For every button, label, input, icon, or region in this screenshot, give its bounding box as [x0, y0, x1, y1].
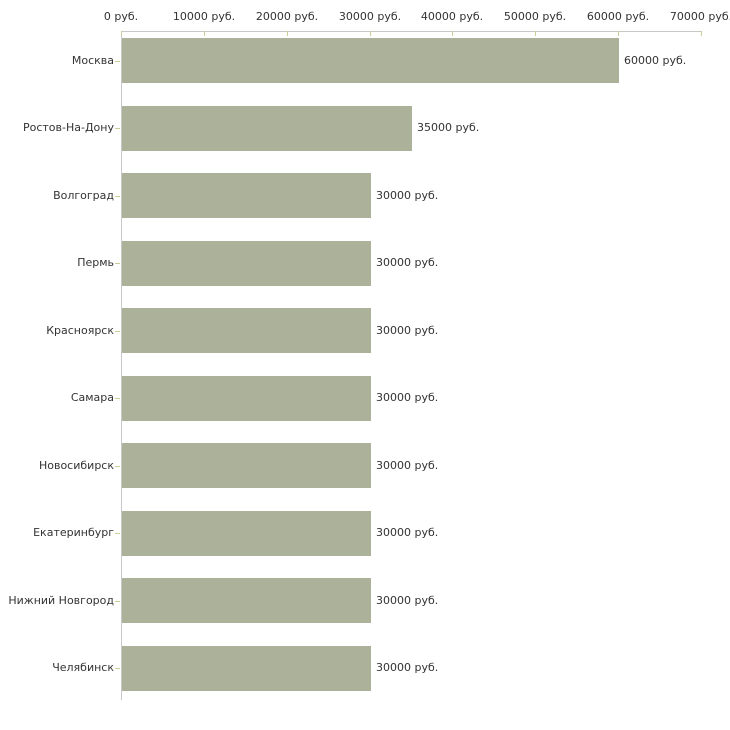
category-tick	[115, 466, 120, 467]
value-label: 35000 руб.	[417, 121, 480, 134]
bar	[122, 241, 371, 286]
bar	[122, 38, 619, 83]
category-tick	[115, 196, 120, 197]
x-axis-tick	[287, 31, 288, 36]
value-label: 30000 руб.	[376, 256, 439, 269]
bar	[122, 646, 371, 691]
bar	[122, 173, 371, 218]
category-tick	[115, 331, 120, 332]
x-axis-tick-label: 10000 руб.	[172, 10, 236, 23]
bar	[122, 578, 371, 623]
category-label: Москва	[71, 54, 114, 67]
value-label: 30000 руб.	[376, 459, 439, 472]
category-label: Пермь	[77, 256, 114, 269]
category-label: Нижний Новгород	[8, 594, 114, 607]
x-axis-tick	[121, 31, 122, 36]
category-label: Красноярск	[46, 324, 114, 337]
value-label: 30000 руб.	[376, 189, 439, 202]
x-axis-tick-label: 60000 руб.	[586, 10, 650, 23]
x-axis-tick-label: 70000 руб.	[669, 10, 730, 23]
x-axis-tick	[452, 31, 453, 36]
bar	[122, 511, 371, 556]
value-label: 30000 руб.	[376, 526, 439, 539]
category-tick	[115, 128, 120, 129]
value-label: 30000 руб.	[376, 661, 439, 674]
category-label: Челябинск	[52, 661, 114, 674]
category-tick	[115, 61, 120, 62]
value-label: 30000 руб.	[376, 391, 439, 404]
x-axis-tick-label: 40000 руб.	[420, 10, 484, 23]
category-label: Ростов-На-Дону	[22, 121, 114, 134]
value-label: 30000 руб.	[376, 324, 439, 337]
category-label: Самара	[70, 391, 114, 404]
category-tick	[115, 398, 120, 399]
x-axis-tick-label: 0 руб.	[103, 10, 139, 23]
value-label: 60000 руб.	[624, 54, 687, 67]
y-axis-line	[121, 31, 122, 700]
category-tick	[115, 263, 120, 264]
bar	[122, 376, 371, 421]
category-tick	[115, 668, 120, 669]
category-label: Екатеринбург	[33, 526, 114, 539]
x-axis-tick	[618, 31, 619, 36]
value-label: 30000 руб.	[376, 594, 439, 607]
x-axis-tick-label: 50000 руб.	[503, 10, 567, 23]
category-tick	[115, 601, 120, 602]
x-axis-tick-label: 30000 руб.	[338, 10, 402, 23]
x-axis-tick	[535, 31, 536, 36]
x-axis-tick	[370, 31, 371, 36]
x-axis-line	[121, 31, 701, 32]
category-tick	[115, 533, 120, 534]
bar	[122, 443, 371, 488]
x-axis-tick	[204, 31, 205, 36]
category-label: Новосибирск	[38, 459, 114, 472]
x-axis-tick	[701, 31, 702, 36]
bar	[122, 308, 371, 353]
bar	[122, 106, 412, 151]
category-label: Волгоград	[53, 189, 114, 202]
x-axis-tick-label: 20000 руб.	[255, 10, 319, 23]
